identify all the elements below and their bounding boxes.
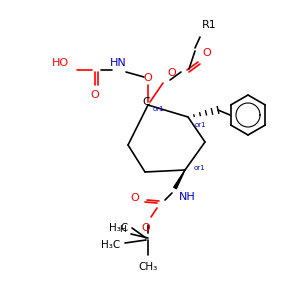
Text: C: C	[142, 97, 150, 107]
Text: O: O	[91, 90, 99, 100]
Text: H₃C: H₃C	[109, 223, 128, 233]
Text: CH₃: CH₃	[138, 262, 158, 272]
Text: O: O	[167, 68, 176, 78]
Text: O: O	[142, 223, 150, 233]
Text: or1: or1	[194, 122, 206, 128]
Text: HO: HO	[52, 58, 69, 68]
Text: NH: NH	[179, 192, 196, 202]
Text: or1: or1	[193, 165, 205, 171]
Text: H: H	[119, 226, 126, 235]
Text: O: O	[144, 73, 152, 83]
Text: H₃C: H₃C	[101, 240, 120, 250]
Text: R1: R1	[202, 20, 217, 30]
Text: O: O	[202, 48, 211, 58]
Text: or1: or1	[152, 106, 164, 112]
Text: O: O	[130, 193, 139, 203]
Text: HN: HN	[110, 58, 126, 68]
Polygon shape	[174, 170, 185, 189]
